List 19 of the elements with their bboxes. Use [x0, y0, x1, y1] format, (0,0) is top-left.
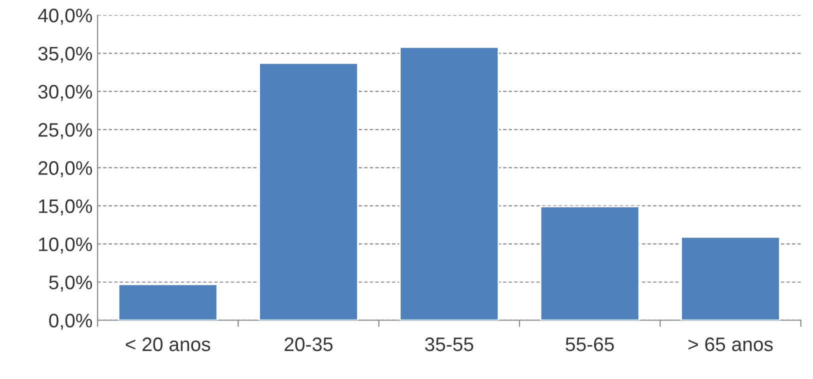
y-tick-label: 10,0% [39, 237, 92, 254]
x-tick-label: 55-65 [566, 337, 614, 352]
bar [258, 62, 358, 320]
y-tick-label: 30,0% [38, 84, 92, 101]
bar [680, 236, 780, 320]
y-tick-label: 0,0% [49, 314, 92, 330]
y-tick-label: 20,0% [38, 161, 92, 178]
x-tick-label: > 65 anos [688, 337, 773, 352]
y-tick-label: 25,0% [38, 123, 92, 140]
bar [540, 206, 640, 320]
x-tick-label: < 20 anos [126, 337, 210, 352]
y-tick-label: 5,0% [49, 276, 92, 292]
y-tick-label: 35,0% [38, 46, 92, 63]
y-tick-label: 40,0% [38, 8, 92, 25]
x-tick-label: 20-35 [284, 337, 333, 352]
bar [118, 284, 218, 320]
y-tick-label: 15,0% [39, 199, 92, 216]
bar [399, 46, 500, 320]
x-tick-label: 35-55 [425, 337, 474, 352]
